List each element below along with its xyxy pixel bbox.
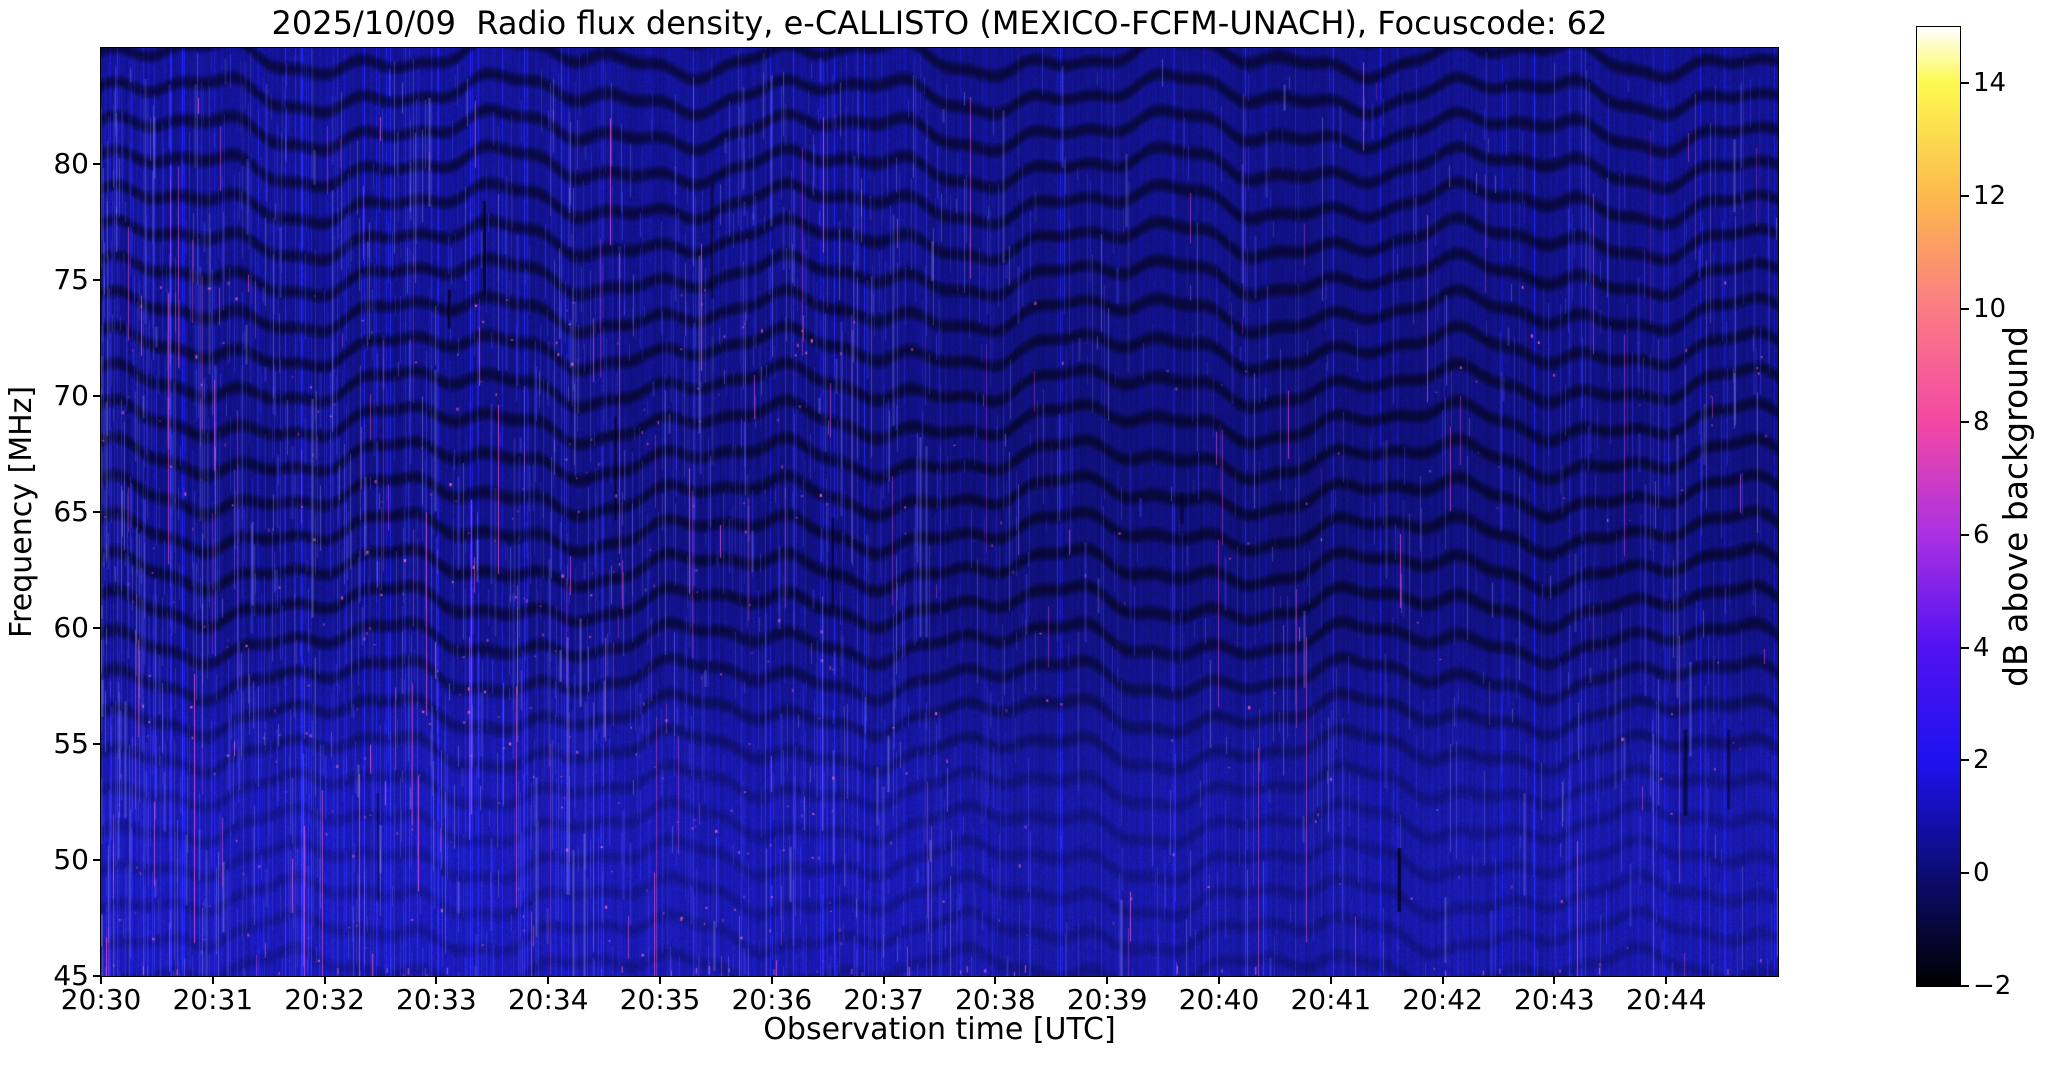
colorbar-tick-label: 8	[1973, 406, 1990, 437]
x-tick-mark	[882, 976, 885, 984]
y-tick-label: 60	[53, 611, 89, 644]
x-tick-label: 20:32	[284, 983, 365, 1016]
x-axis-label: Observation time [UTC]	[763, 1012, 1116, 1047]
x-tick-label: 20:40	[1178, 983, 1260, 1016]
x-tick-mark	[211, 976, 214, 984]
y-tick-label: 45	[53, 959, 89, 992]
colorbar-tick-mark	[1961, 646, 1969, 649]
y-tick-mark	[93, 511, 101, 513]
x-tick-label: 20:31	[172, 983, 254, 1016]
colorbar-tick-label: 4	[1973, 632, 1990, 663]
x-tick-label: 20:36	[731, 983, 813, 1016]
colorbar-tick-mark	[1961, 759, 1969, 762]
x-tick-mark	[994, 976, 997, 984]
y-tick-label: 50	[53, 843, 89, 876]
colorbar-tick-label: 2	[1973, 745, 1990, 776]
x-tick-label: 20:37	[843, 983, 924, 1016]
x-tick-label: 20:39	[1066, 983, 1148, 1016]
y-tick-label: 70	[53, 379, 89, 412]
spectrogram-canvas	[101, 48, 1778, 976]
colorbar-tick-label: 6	[1973, 519, 1990, 550]
chart-title: 2025/10/09 Radio flux density, e-CALLIST…	[271, 4, 1608, 42]
x-tick-label: 20:42	[1402, 983, 1483, 1016]
x-tick-mark	[1553, 976, 1556, 984]
y-tick-label: 65	[53, 495, 89, 528]
x-tick-label: 20:44	[1625, 983, 1707, 1016]
x-tick-mark	[1441, 976, 1444, 984]
x-tick-mark	[1329, 976, 1332, 984]
x-tick-label: 20:43	[1514, 983, 1595, 1016]
x-tick-mark	[659, 976, 661, 984]
y-tick-mark	[93, 627, 101, 629]
colorbar-frame	[1916, 26, 1961, 987]
x-tick-mark	[100, 976, 102, 984]
y-tick-label: 80	[53, 147, 89, 180]
x-tick-label: 20:35	[619, 983, 701, 1016]
x-tick-mark	[770, 976, 773, 984]
x-tick-mark	[1106, 976, 1109, 984]
y-tick-mark	[93, 279, 101, 281]
colorbar-tick-mark	[1961, 308, 1969, 311]
colorbar-tick-label: 12	[1973, 181, 2007, 212]
colorbar-tick-mark	[1961, 533, 1969, 536]
y-tick-mark	[93, 163, 101, 165]
colorbar-tick-mark	[1961, 872, 1969, 875]
colorbar-tick-label: 10	[1973, 294, 2007, 325]
y-tick-label: 55	[53, 727, 89, 760]
colorbar-tick-mark	[1961, 195, 1969, 198]
y-tick-mark	[93, 395, 101, 397]
colorbar-tick-label: 14	[1973, 68, 2007, 99]
x-tick-label: 20:30	[60, 983, 142, 1016]
x-tick-mark	[1218, 976, 1220, 984]
colorbar-tick-mark	[1961, 420, 1969, 423]
colorbar-tick-mark	[1961, 82, 1969, 85]
colorbar-tick-mark	[1961, 985, 1969, 987]
x-tick-mark	[323, 976, 326, 984]
y-tick-label: 75	[53, 263, 89, 296]
colorbar-tick-label: 0	[1973, 858, 1990, 889]
colorbar-gradient	[1917, 27, 1960, 986]
x-tick-label: 20:41	[1290, 983, 1372, 1016]
x-tick-mark	[435, 976, 438, 984]
y-tick-mark	[93, 743, 101, 745]
y-tick-mark	[93, 975, 101, 977]
x-tick-label: 20:34	[507, 983, 589, 1016]
x-tick-label: 20:33	[396, 983, 477, 1016]
y-tick-mark	[93, 859, 101, 861]
colorbar-tick-label: −2	[1973, 971, 2012, 1001]
x-tick-mark	[547, 976, 550, 984]
x-tick-label: 20:38	[955, 983, 1036, 1016]
x-tick-mark	[1665, 976, 1668, 984]
